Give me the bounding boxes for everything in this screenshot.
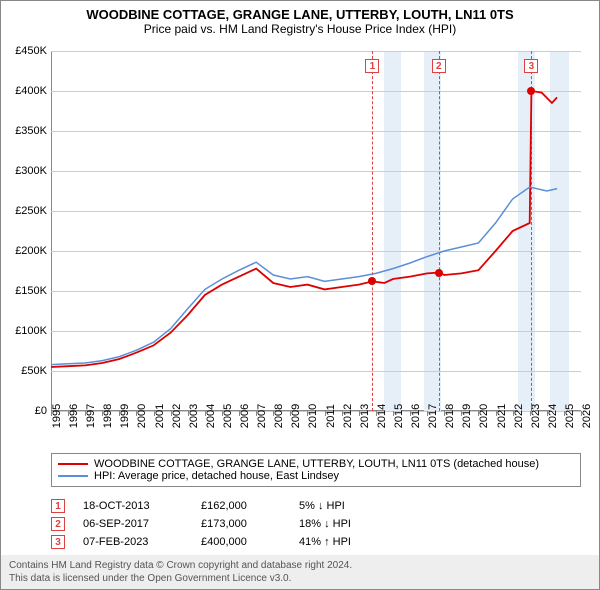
sale-price: £162,000: [201, 500, 281, 512]
sale-delta: 5% ↓ HPI: [299, 500, 345, 512]
x-axis-label: 2014: [376, 404, 388, 428]
sales-table: 1 18-OCT-2013 £162,000 5% ↓ HPI 2 06-SEP-2017…: [51, 499, 581, 553]
y-axis-label: £250K: [3, 205, 47, 217]
sale-marker-label: 3: [524, 59, 538, 73]
legend-swatch: [58, 475, 88, 477]
sale-delta: 41% ↑ HPI: [299, 536, 351, 548]
x-axis-label: 2020: [478, 404, 490, 428]
sale-row: 2 06-SEP-2017 £173,000 18% ↓ HPI: [51, 517, 581, 531]
y-axis-label: £300K: [3, 165, 47, 177]
x-axis-label: 2012: [342, 404, 354, 428]
sale-price: £400,000: [201, 536, 281, 548]
chart-title: WOODBINE COTTAGE, GRANGE LANE, UTTERBY, …: [1, 1, 599, 22]
x-axis-label: 1996: [68, 404, 80, 428]
x-axis-label: 2011: [325, 404, 337, 428]
y-axis-label: £0: [3, 405, 47, 417]
chart-container: WOODBINE COTTAGE, GRANGE LANE, UTTERBY, …: [0, 0, 600, 590]
sale-price: £173,000: [201, 518, 281, 530]
x-axis-label: 1998: [102, 404, 114, 428]
x-axis-label: 1997: [85, 404, 97, 428]
sale-number-badge: 3: [51, 535, 65, 549]
attribution-line1: Contains HM Land Registry data © Crown c…: [9, 560, 352, 571]
x-axis-label: 2005: [222, 404, 234, 428]
x-axis-label: 2015: [393, 404, 405, 428]
legend-label: WOODBINE COTTAGE, GRANGE LANE, UTTERBY, …: [94, 458, 539, 470]
series-property: [51, 91, 557, 367]
y-axis-label: £150K: [3, 285, 47, 297]
y-axis-label: £400K: [3, 85, 47, 97]
x-axis-label: 2024: [547, 404, 559, 428]
sale-dot: [527, 87, 535, 95]
x-axis-label: 2026: [581, 404, 593, 428]
sale-dot: [435, 269, 443, 277]
x-axis-label: 2023: [530, 404, 542, 428]
sale-row: 3 07-FEB-2023 £400,000 41% ↑ HPI: [51, 535, 581, 549]
x-axis-label: 2013: [359, 404, 371, 428]
x-axis-label: 2006: [239, 404, 251, 428]
sale-marker-label: 2: [432, 59, 446, 73]
legend-item: WOODBINE COTTAGE, GRANGE LANE, UTTERBY, …: [58, 458, 574, 470]
legend-item: HPI: Average price, detached house, East…: [58, 470, 574, 482]
sale-dot: [368, 277, 376, 285]
attribution-line2: This data is licensed under the Open Gov…: [9, 573, 291, 584]
x-axis-label: 2001: [154, 404, 166, 428]
line-series-svg: [51, 51, 581, 411]
legend-swatch: [58, 463, 88, 465]
x-axis-label: 2009: [290, 404, 302, 428]
y-axis-label: £350K: [3, 125, 47, 137]
x-axis-label: 2002: [171, 404, 183, 428]
x-axis-label: 2018: [444, 404, 456, 428]
sale-number-badge: 1: [51, 499, 65, 513]
y-axis-label: £50K: [3, 365, 47, 377]
x-axis-label: 2021: [496, 404, 508, 428]
sale-row: 1 18-OCT-2013 £162,000 5% ↓ HPI: [51, 499, 581, 513]
x-axis-label: 2019: [461, 404, 473, 428]
x-axis-label: 2007: [256, 404, 268, 428]
x-axis-label: 1999: [119, 404, 131, 428]
x-axis-label: 2022: [513, 404, 525, 428]
x-axis-label: 2010: [307, 404, 319, 428]
x-axis-label: 2004: [205, 404, 217, 428]
chart-subtitle: Price paid vs. HM Land Registry's House …: [1, 22, 599, 40]
plot-area: 123 £0£50K£100K£150K£200K£250K£300K£350K…: [51, 51, 581, 411]
sale-number-badge: 2: [51, 517, 65, 531]
y-axis-label: £200K: [3, 245, 47, 257]
x-axis-label: 2017: [427, 404, 439, 428]
x-axis-label: 2003: [188, 404, 200, 428]
x-axis-label: 2008: [273, 404, 285, 428]
sale-date: 07-FEB-2023: [83, 536, 183, 548]
y-axis-label: £450K: [3, 45, 47, 57]
legend-label: HPI: Average price, detached house, East…: [94, 470, 339, 482]
sale-date: 18-OCT-2013: [83, 500, 183, 512]
sale-date: 06-SEP-2017: [83, 518, 183, 530]
x-axis-label: 2016: [410, 404, 422, 428]
x-axis-label: 2000: [136, 404, 148, 428]
sale-delta: 18% ↓ HPI: [299, 518, 351, 530]
x-axis-label: 2025: [564, 404, 576, 428]
y-axis-label: £100K: [3, 325, 47, 337]
legend: WOODBINE COTTAGE, GRANGE LANE, UTTERBY, …: [51, 453, 581, 487]
sale-marker-label: 1: [365, 59, 379, 73]
series-hpi: [51, 187, 557, 365]
x-axis-label: 1995: [51, 404, 63, 428]
attribution: Contains HM Land Registry data © Crown c…: [1, 555, 599, 589]
